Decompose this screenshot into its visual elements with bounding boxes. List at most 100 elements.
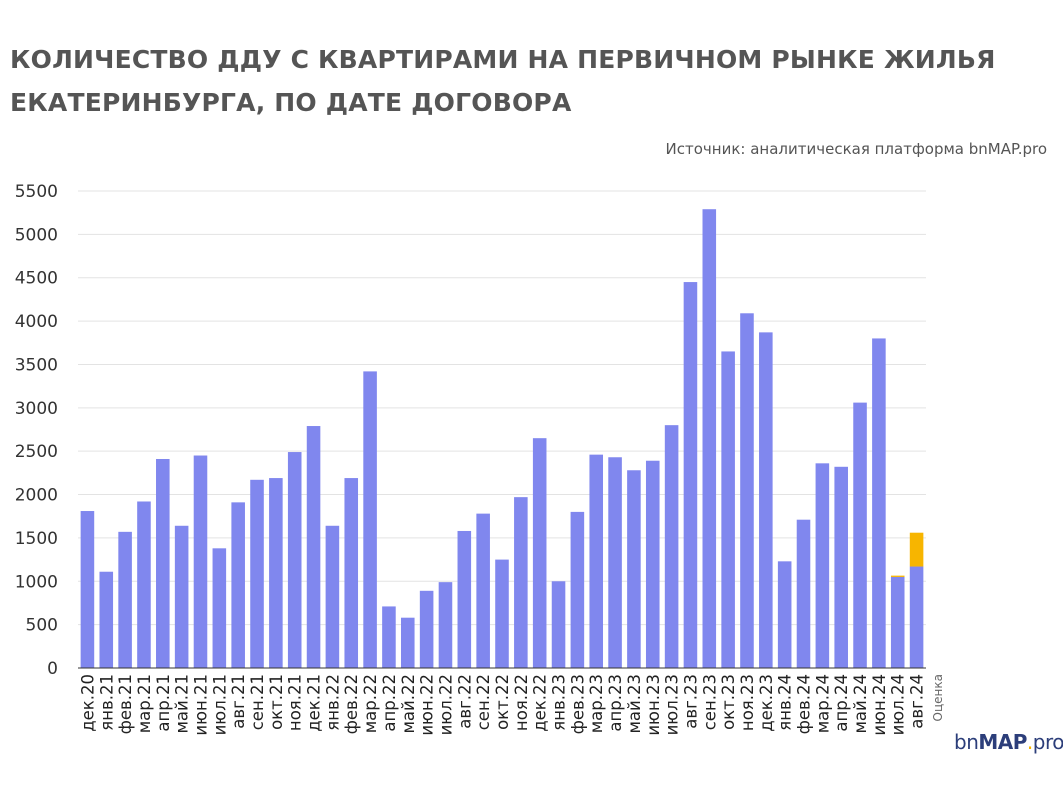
y-tick-label: 5000 [15,225,58,245]
title-line-2: ЕКАТЕРИНБУРГА, ПО ДАТЕ ДОГОВОРА [10,88,572,117]
bar-contracts [570,511,585,668]
bar-contracts [853,402,867,668]
x-tick-label: июл.22 [436,674,455,735]
x-tick-label: апр.23 [606,674,625,732]
bar-contracts [645,460,660,668]
x-tick-label: авг.22 [455,674,474,729]
y-tick-label: 2500 [15,442,58,462]
title-line-1: КОЛИЧЕСТВО ДДУ С КВАРТИРАМИ НА ПЕРВИЧНОМ… [10,45,996,74]
x-tick-label: сен.21 [248,674,267,730]
bar-contracts [457,530,472,668]
x-tick-label: дек.21 [305,674,324,732]
bar-contracts [589,454,604,668]
x-tick-label: май.24 [851,674,870,734]
x-tick-label: авг.21 [229,674,248,729]
y-tick-label: 5500 [15,182,58,202]
x-tick-label: май.22 [399,674,418,734]
x-tick-label: сен.23 [700,674,719,730]
x-tick-label: янв.21 [97,674,116,731]
bar-contracts [438,582,453,668]
bar-contracts [664,425,679,668]
x-tick-label: июл.23 [663,674,682,735]
y-tick-label: 1000 [15,572,58,592]
x-tick-label: окт.22 [493,674,512,730]
x-tick-label: мар.22 [361,674,380,733]
x-tick-label: июн.22 [418,674,437,736]
x-tick-label: дек.22 [531,674,550,732]
x-tick-label: ноя.23 [738,674,757,731]
bar-contracts [872,338,886,668]
bar-contracts [174,525,189,668]
x-tick-label: апр.22 [380,674,399,732]
y-tick-label: 1500 [15,529,58,549]
x-tick-label: янв.24 [776,674,795,731]
y-tick-label: 500 [26,616,58,636]
y-tick-label: 0 [47,659,58,679]
x-tick-label: мар.21 [135,674,154,733]
chart-title: КОЛИЧЕСТВО ДДУ С КВАРТИРАМИ НА ПЕРВИЧНОМ… [10,38,1010,124]
x-tick-label: окт.23 [719,674,738,730]
bar-contracts [702,209,717,669]
bar-contracts [287,452,302,668]
x-tick-label: фев.23 [568,674,587,734]
x-tick-label: апр.24 [832,674,851,732]
bar-contracts [834,466,848,668]
y-tick-label: 4000 [15,312,58,332]
x-tick-label: апр.21 [154,674,173,732]
bar-contracts [419,590,434,668]
x-tick-label: май.23 [625,674,644,734]
bar-contracts [759,332,773,668]
x-tick-label: фев.24 [795,674,814,734]
bar-contracts [137,501,151,668]
bar-contracts [740,313,754,668]
x-tick-label: июн.23 [644,674,663,736]
bar-contracts [80,511,95,668]
x-tick-label: сен.22 [474,674,493,730]
bar-contracts [118,531,132,668]
x-tick-label: фев.21 [116,674,135,734]
bar-estimate [909,532,924,567]
bar-contracts [306,426,321,668]
bar-contracts [231,502,245,668]
bar-contracts [325,525,340,668]
bar-contracts [777,561,792,668]
x-tick-label: окт.21 [267,674,286,730]
bar-contracts [796,519,811,668]
bar-contracts [269,478,283,668]
bar-contracts [683,282,698,668]
bar-contracts [212,548,227,668]
bar-contracts [400,617,415,668]
x-tick-label: дек.23 [757,674,776,732]
bar-contracts [627,470,641,668]
x-tick-label: фев.22 [342,674,361,734]
x-tick-label: мар.23 [587,674,606,733]
y-tick-label: 3000 [15,399,58,419]
y-tick-label: 3500 [15,355,58,375]
bar-contracts [382,606,396,668]
x-tick-label: ноя.21 [286,674,305,731]
bar-contracts [532,438,547,668]
x-tick-label: мар.24 [813,674,832,733]
x-tick-label: авг.23 [681,674,700,729]
x-tick-label: ноя.22 [512,674,531,731]
bar-contracts [99,571,114,668]
bar-contracts [250,479,264,668]
bar-contracts [363,371,377,668]
x-tick-label: дек.20 [78,674,97,732]
bar-contracts [495,559,509,668]
bar-contracts [156,458,170,668]
x-tick-label: янв.22 [323,674,342,731]
bar-contracts [890,576,905,668]
y-tick-label: 2000 [15,486,58,506]
bar-contracts [193,455,208,668]
x-tick-label: янв.23 [550,674,569,731]
x-tick-label: июл.24 [889,674,908,735]
bar-estimate [890,575,905,577]
x-tick-label: май.21 [173,674,192,734]
bnmap-logo: bnMAP.pro [954,730,1063,754]
x-tick-label: июл.21 [210,674,229,735]
x-tick-label: июн.21 [191,674,210,736]
bar-contracts [344,478,359,668]
bar-contracts [721,351,735,668]
